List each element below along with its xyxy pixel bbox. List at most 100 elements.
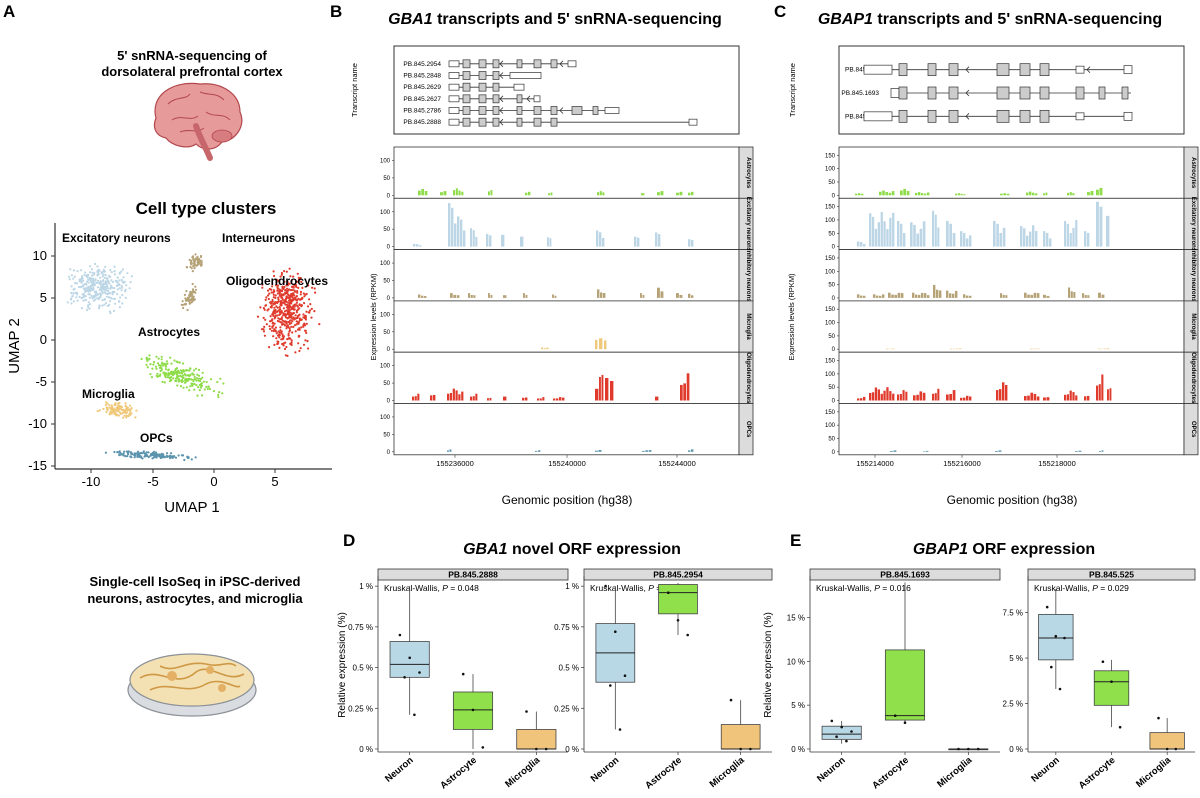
track-ytick-label: 0	[387, 296, 391, 302]
umap-point	[281, 338, 284, 341]
umap-point	[286, 324, 289, 327]
umap-point	[129, 281, 132, 284]
umap-point	[110, 271, 113, 274]
umap-point	[174, 379, 177, 382]
umap-point	[121, 302, 124, 305]
coverage-bar	[542, 397, 545, 401]
umap-point	[292, 275, 295, 278]
umap-point	[216, 380, 219, 384]
umap-point	[310, 307, 313, 310]
coverage-bar	[541, 347, 544, 350]
coverage-bar	[889, 217, 892, 247]
umap-point	[101, 280, 105, 283]
box-plot-d1: PB.845.2888 Kruskal-Wallis, P = 0.048 0 % 0…	[348, 568, 569, 791]
umap-point	[276, 319, 279, 323]
coverage-bar	[999, 233, 1003, 247]
coverage-bar	[1046, 232, 1049, 247]
umap-point	[181, 374, 185, 377]
umap-point	[108, 404, 111, 407]
umap-point	[130, 456, 133, 459]
umap-point	[285, 297, 288, 300]
umap-point	[87, 304, 90, 307]
umap-point	[114, 410, 117, 413]
umap-point	[149, 363, 152, 366]
kruskal-p-value: = 0.048	[448, 583, 479, 593]
umap-point	[94, 298, 97, 301]
umap-point	[290, 308, 294, 311]
data-point	[544, 747, 548, 751]
coverage-bar	[910, 222, 913, 247]
coverage-bar	[996, 223, 999, 247]
umap-point	[122, 409, 125, 412]
umap-point	[152, 450, 156, 453]
umap-point	[303, 317, 306, 320]
umap-point	[96, 281, 99, 284]
umap-point	[191, 299, 194, 302]
umap-point	[288, 330, 291, 333]
umap-point	[85, 274, 88, 277]
x-tick-label: Microglia	[503, 754, 543, 790]
exon-box	[1075, 65, 1085, 74]
data-point	[850, 730, 853, 733]
coverage-bar	[472, 230, 475, 247]
umap-point	[80, 280, 83, 284]
umap-point	[160, 358, 163, 361]
coverage-bar	[1087, 395, 1090, 401]
umap-point	[158, 374, 161, 377]
coverage-bar	[599, 232, 602, 247]
umap-point	[267, 289, 270, 292]
umap-point	[110, 279, 113, 282]
umap-point	[261, 283, 264, 286]
data-point	[1050, 665, 1053, 669]
umap-point	[82, 287, 85, 290]
umap-xtick-label: 0	[210, 474, 217, 489]
data-point	[676, 619, 680, 622]
coverage-bar	[919, 228, 923, 247]
panel-d-ylabel: Relative expression (%)	[337, 612, 348, 718]
coverage-bar	[430, 395, 433, 401]
umap-point	[182, 370, 185, 373]
coverage-bar	[676, 293, 679, 298]
umap-point	[198, 258, 201, 261]
umap-point	[259, 306, 262, 309]
umap-point	[101, 286, 104, 289]
coverage-bar	[888, 192, 892, 196]
umap-point	[118, 279, 121, 282]
coverage-bar	[897, 292, 901, 298]
umap-point	[124, 455, 127, 458]
umap-point	[70, 285, 73, 288]
umap-point	[109, 269, 112, 272]
coverage-bar	[601, 374, 604, 401]
umap-point	[96, 293, 99, 296]
coverage-bar	[449, 393, 452, 401]
x-tick-label: Neuron	[1029, 755, 1062, 785]
panel-c-xlabel: Genomic position (hg38)	[947, 493, 1078, 507]
exon-box	[1039, 86, 1050, 100]
panel-a-letter: A	[3, 2, 15, 21]
coverage-bar	[1096, 385, 1099, 401]
umap-point	[294, 314, 297, 317]
coverage-bar	[539, 398, 542, 401]
coverage-bar	[1069, 390, 1072, 401]
coverage-bar	[600, 292, 603, 298]
coverage-bar	[899, 394, 902, 401]
coverage-bar	[1101, 374, 1104, 401]
umap-point	[101, 299, 104, 302]
umap-point	[193, 290, 196, 293]
exon-box	[1039, 109, 1050, 123]
exon-box	[509, 72, 542, 79]
coverage-bar	[1033, 393, 1037, 401]
exon-box	[1039, 63, 1050, 77]
coverage-bar	[645, 450, 648, 452]
umap-point	[285, 289, 288, 292]
data-point	[1101, 660, 1105, 663]
umap-point	[92, 273, 96, 276]
exon-box	[550, 117, 558, 127]
umap-point	[170, 372, 173, 375]
umap-point	[76, 299, 79, 302]
coverage-bar	[871, 216, 875, 247]
track-strip-label: Inhibitory neurons	[745, 249, 751, 302]
umap-point	[293, 294, 296, 297]
umap-point	[182, 362, 185, 365]
umap-point	[279, 326, 282, 329]
